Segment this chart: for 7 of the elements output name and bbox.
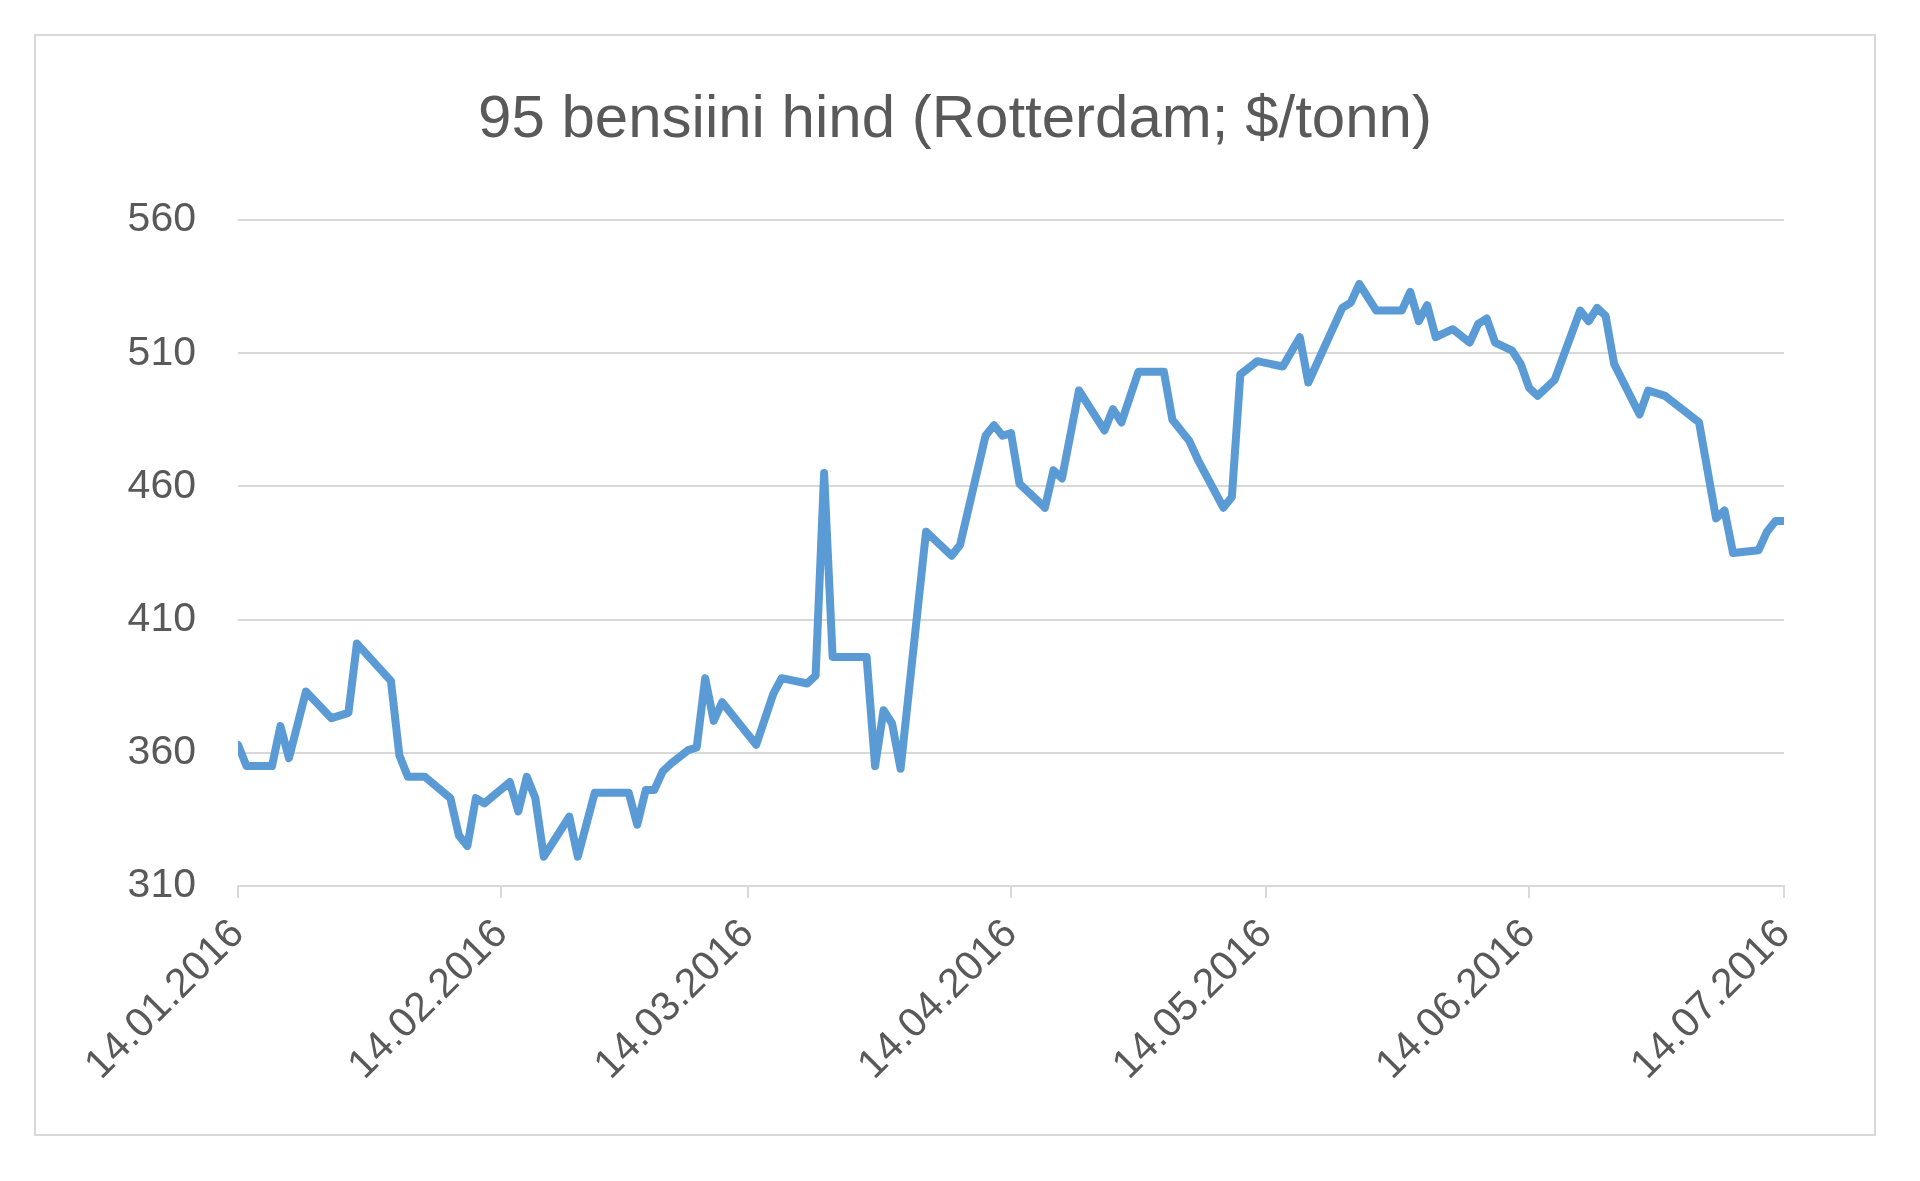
y-tick-label: 510 [127,327,196,374]
y-tick-label: 560 [127,194,196,241]
y-tick-label: 360 [127,727,196,774]
y-tick-label: 310 [127,860,196,907]
y-tick-label: 460 [127,460,196,507]
chart-title: 95 bensiini hind (Rotterdam; $/tonn) [478,82,1432,150]
y-tick-label: 410 [127,593,196,640]
